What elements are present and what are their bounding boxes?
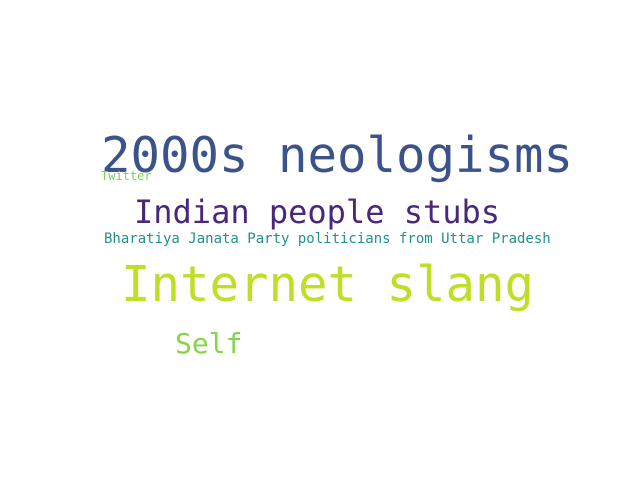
word-self: Self	[175, 327, 243, 360]
word-bjp-politicians-uttar-pradesh: Bharatiya Janata Party politicians from …	[104, 231, 551, 247]
word-2000s-neologisms: 2000s neologisms	[101, 127, 574, 184]
word-internet-slang: Internet slang	[121, 256, 535, 313]
word-twitter: Twitter	[101, 169, 152, 183]
word-indian-people-stubs: Indian people stubs	[134, 193, 501, 231]
